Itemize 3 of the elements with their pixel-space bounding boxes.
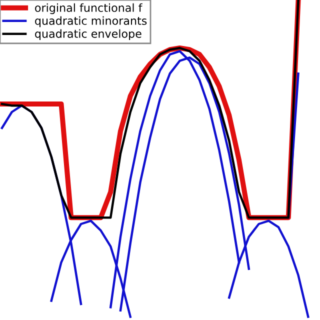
legend-label: quadratic minorants — [35, 16, 147, 28]
legend-label: original functional f — [35, 3, 142, 14]
legend-label: quadratic envelope — [35, 29, 142, 40]
